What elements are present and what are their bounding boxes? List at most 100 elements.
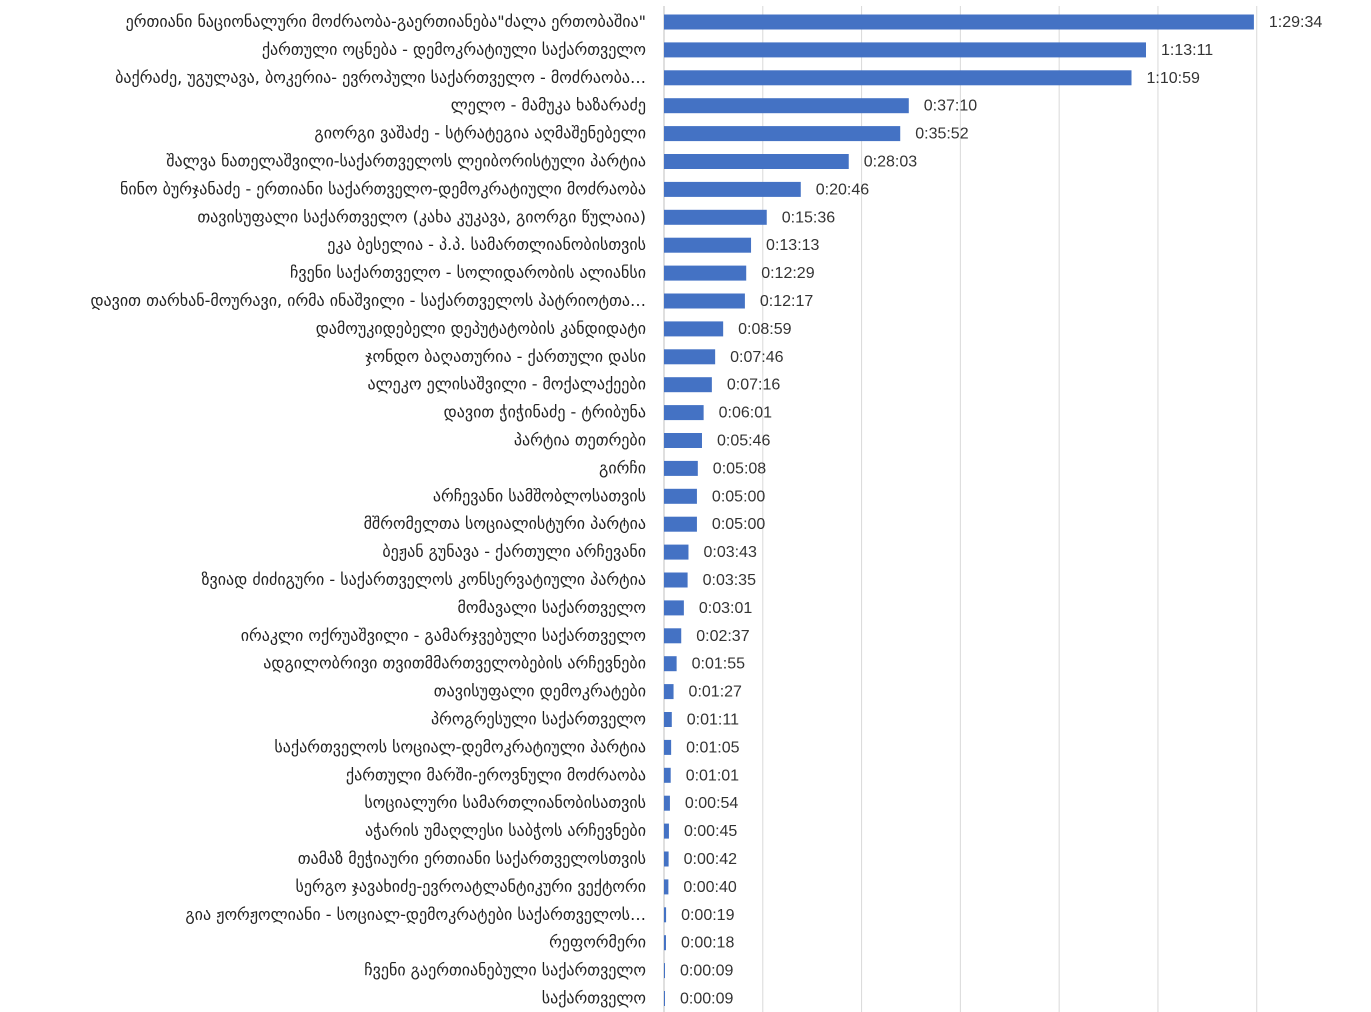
category-label: ეკა ბესელია - პ.პ. სამართლიანობისთვის — [327, 235, 646, 254]
bar — [664, 488, 697, 504]
category-label: სოციალური სამართლიანობისათვის — [364, 793, 646, 812]
value-label: 1:13:11 — [1161, 42, 1213, 59]
bar — [664, 572, 688, 588]
category-label: თავისუფალი დემოკრატები — [434, 682, 646, 701]
category-label: ნინო ბურჯანაძე - ერთიანი საქართველო-დემო… — [120, 179, 646, 198]
value-label: 0:02:37 — [696, 628, 749, 645]
value-label: 1:29:34 — [1269, 14, 1322, 31]
category-label: დავით ჭიჭინაძე - ტრიბუნა — [444, 403, 646, 422]
category-label: სერგო ჯავახიძე-ევროატლანტიკური ვექტორი — [295, 877, 646, 896]
value-label: 0:00:09 — [680, 963, 733, 980]
value-label: 0:05:00 — [712, 488, 765, 505]
bar — [664, 963, 665, 979]
value-label: 1:10:59 — [1147, 70, 1200, 87]
value-label: 0:05:46 — [717, 433, 770, 450]
category-label: დავით თარხან-მოურავი, ირმა ინაშვილი - სა… — [90, 291, 646, 310]
category-label: მშრომელთა სოციალისტური პარტია — [364, 514, 646, 533]
bar — [664, 98, 909, 114]
bar — [664, 684, 674, 700]
value-label: 0:03:43 — [703, 544, 756, 561]
value-label: 0:07:16 — [727, 377, 780, 394]
category-label: პროგრესული საქართველო — [431, 710, 646, 729]
category-label: გირჩი — [599, 458, 646, 477]
bar — [664, 767, 671, 783]
value-label: 0:06:01 — [719, 405, 772, 422]
category-label: თავისუფალი საქართველო (კახა კუკავა, გიორ… — [197, 207, 646, 226]
category-label: ალეკო ელისაშვილი - მოქალაქეები — [368, 375, 647, 394]
category-label: პარტია თეთრები — [514, 431, 646, 450]
bar — [664, 935, 666, 951]
value-label: 0:01:01 — [686, 767, 739, 784]
value-label: 0:00:40 — [683, 879, 736, 896]
bar — [664, 265, 747, 281]
bar — [664, 433, 702, 448]
category-label: გია ჟორჟოლიანი - სოციალ-დემოკრატები საქა… — [185, 905, 646, 924]
value-label: 0:00:45 — [684, 823, 737, 840]
bar — [664, 739, 672, 755]
value-label: 0:01:27 — [689, 684, 742, 701]
bar — [664, 321, 724, 337]
bar — [664, 544, 689, 560]
category-label: ირაკლი ოქრუაშვილი - გამარჯვებული საქართვ… — [241, 626, 646, 645]
value-label: 0:12:29 — [761, 265, 814, 282]
bar — [664, 907, 667, 923]
value-label: 0:03:01 — [699, 600, 752, 617]
bar — [664, 460, 698, 476]
value-label: 0:03:35 — [703, 572, 756, 589]
category-label: საქართველოს სოციალ-დემოკრატიული პარტია — [274, 737, 646, 756]
bar — [664, 600, 684, 616]
value-label: 0:20:46 — [816, 181, 869, 198]
value-label: 0:12:17 — [760, 293, 813, 310]
category-label: რეფორმერი — [549, 933, 646, 952]
category-label: ქართული ოცნება - დემოკრატიული საქართველო — [262, 40, 646, 59]
category-label: ზვიად ძიძიგური - საქართველოს კონსერვატიუ… — [202, 570, 646, 589]
bar — [664, 349, 716, 365]
value-label: 0:05:00 — [712, 516, 765, 533]
category-label: ლელო - მამუკა ხაზარაძე — [451, 96, 646, 115]
value-label: 0:37:10 — [924, 98, 977, 115]
value-label: 0:00:19 — [681, 907, 734, 924]
category-label: მომავალი საქართველო — [458, 598, 646, 617]
value-label: 0:01:11 — [687, 712, 739, 729]
category-label: ბეჟან გუნავა - ქართული არჩევანი — [382, 542, 646, 561]
category-label: საქართველო — [542, 989, 646, 1008]
bar — [664, 851, 669, 867]
category-label: თამაზ მეჭიაური ერთიანი საქართველოსთვის — [298, 849, 646, 868]
value-label: 0:00:09 — [680, 991, 733, 1008]
category-label: ადგილობრივი თვითმმართველობების არჩევნები — [263, 654, 646, 673]
category-labels: ერთიანი ნაციონალური მოძრაობა-გაერთიანება… — [90, 12, 646, 1008]
bar — [664, 293, 745, 309]
bar — [664, 405, 704, 421]
value-labels: 1:29:34 1:13:11 1:10:59 0:37:10 0:35:52 0:28:… — [680, 14, 1322, 1008]
value-label: 0:13:13 — [766, 237, 819, 254]
bar — [664, 795, 670, 811]
bar — [664, 377, 712, 393]
category-label: არჩევანი სამშობლოსათვის — [433, 486, 646, 505]
bar — [664, 823, 669, 839]
value-label: 0:28:03 — [864, 154, 917, 171]
bar — [664, 70, 1132, 86]
bar — [664, 237, 752, 253]
category-label: ჯონდო ბაღათურია - ქართული დასი — [365, 347, 646, 366]
category-label: შალვა ნათელაშვილი-საქართველოს ლეიბორისტუ… — [166, 152, 646, 171]
category-label: ჩვენი საქართველო - სოლიდარობის ალიანსი — [290, 263, 646, 282]
value-label: 0:00:42 — [684, 851, 737, 868]
category-label: ბაქრაძე, უგულავა, ბოკერია- ევროპული საქა… — [115, 68, 646, 87]
bar — [664, 14, 1254, 30]
value-label: 0:07:46 — [730, 349, 783, 366]
bar — [664, 879, 669, 895]
bar — [664, 181, 801, 197]
category-label: დამოუკიდებელი დეპუტატობის კანდიდატი — [316, 319, 646, 338]
bar — [664, 656, 677, 672]
bar — [664, 712, 672, 727]
value-label: 0:15:36 — [782, 209, 835, 226]
value-label: 0:05:08 — [713, 460, 766, 477]
bar — [664, 209, 767, 225]
bars — [664, 14, 1254, 1006]
bar — [664, 42, 1146, 58]
value-label: 0:00:54 — [685, 795, 738, 812]
value-label: 0:08:59 — [738, 321, 791, 338]
bar — [664, 516, 697, 532]
bar — [664, 126, 901, 142]
